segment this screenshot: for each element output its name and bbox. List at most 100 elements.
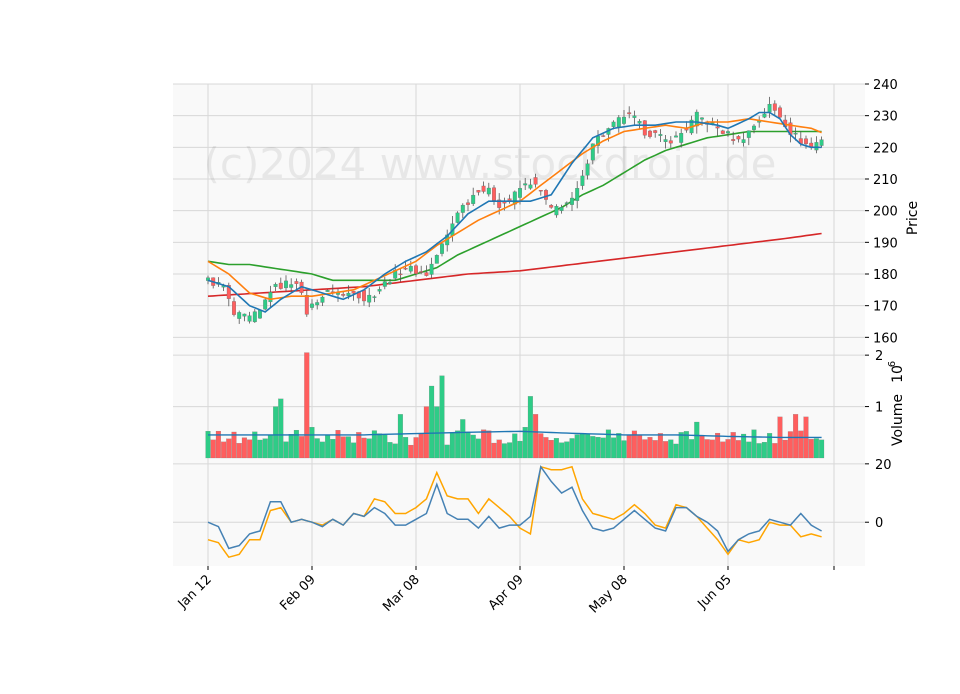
price-y-axis: 160 170 180 190 200 210 220 230 240 xyxy=(865,78,898,346)
candle-body xyxy=(767,103,772,113)
candle-body xyxy=(419,271,424,273)
candle-body xyxy=(632,115,637,118)
volume-bar xyxy=(720,441,726,459)
volume-bar xyxy=(470,434,476,459)
candle-body xyxy=(460,204,465,213)
volume-bar xyxy=(793,414,799,459)
volume-bar xyxy=(501,443,507,459)
date-tick-label: Feb 09 xyxy=(277,572,319,614)
price-tick-label: 240 xyxy=(873,78,898,93)
candle-body xyxy=(538,190,543,192)
candle-body xyxy=(247,315,252,322)
volume-bar xyxy=(553,438,559,459)
volume-bar xyxy=(413,437,419,459)
candle-body xyxy=(315,302,320,306)
candle-body xyxy=(793,133,798,135)
ma-slow-line xyxy=(207,130,822,282)
volume-bar xyxy=(247,439,253,459)
candle-body xyxy=(674,135,678,138)
candle-body xyxy=(304,295,309,315)
candle-body xyxy=(434,255,439,264)
volume-bar xyxy=(819,439,825,459)
volume-bar xyxy=(340,436,346,459)
price-panel-background xyxy=(173,84,865,350)
volume-bar xyxy=(455,430,461,459)
volume-bar xyxy=(621,440,627,459)
candle-body xyxy=(622,116,626,124)
date-tick-label: Jan 12 xyxy=(175,572,215,612)
volume-bar xyxy=(512,433,518,459)
volume-bar xyxy=(257,439,263,459)
candle-body xyxy=(414,265,418,274)
candle-body xyxy=(367,294,372,303)
price-tick-label: 180 xyxy=(873,268,898,283)
volume-bar xyxy=(798,430,804,459)
candle-body xyxy=(497,199,502,208)
candle-body xyxy=(346,292,351,296)
candle-body xyxy=(715,126,720,129)
candle-body xyxy=(471,194,476,204)
volume-bar xyxy=(397,414,403,459)
candle-body xyxy=(268,292,273,303)
candle-body xyxy=(492,187,496,201)
candle-body xyxy=(284,280,288,289)
volume-bar xyxy=(772,443,778,459)
volume-bar xyxy=(735,440,741,459)
candle-body xyxy=(466,202,470,205)
volume-bar xyxy=(704,439,710,459)
candle-body xyxy=(325,290,330,292)
candle-body xyxy=(616,117,621,128)
volume-bar xyxy=(616,433,622,459)
volume-bar xyxy=(408,444,414,459)
volume-bar xyxy=(382,434,388,459)
volume-bar xyxy=(439,375,445,459)
candle-body xyxy=(273,284,278,287)
candle-body xyxy=(814,142,819,151)
volume-bar xyxy=(678,432,684,459)
candle-body xyxy=(351,290,356,294)
volume-bar xyxy=(689,439,695,459)
volume-bar xyxy=(761,442,767,459)
candle-body xyxy=(549,205,554,208)
volume-bar xyxy=(226,438,232,459)
candle-body xyxy=(237,312,242,319)
candle-body xyxy=(424,272,429,276)
volume-bar xyxy=(642,439,648,459)
candle-body xyxy=(455,212,460,223)
volume-bar xyxy=(429,385,435,459)
candle-body xyxy=(762,113,767,118)
osc-tick-label: 0 xyxy=(875,516,883,531)
volume-bar xyxy=(366,438,372,459)
candle-body xyxy=(310,303,314,308)
volume-bar xyxy=(267,434,273,459)
date-tick-label: Apr 09 xyxy=(486,572,527,613)
volume-bar xyxy=(715,432,721,459)
volume-bar xyxy=(309,427,315,459)
volume-bar xyxy=(423,406,429,459)
volume-bar xyxy=(574,434,580,459)
volume-bar xyxy=(548,440,554,459)
volume-bar xyxy=(787,431,793,459)
candle-body xyxy=(554,206,559,216)
volume-tick-label: 1 xyxy=(875,401,883,416)
volume-bar xyxy=(444,444,450,459)
candle-body xyxy=(772,103,777,111)
candle-body xyxy=(320,296,325,303)
volume-bar xyxy=(252,431,258,459)
volume-panel-background xyxy=(173,350,865,458)
candle-body xyxy=(590,143,595,161)
candle-body xyxy=(819,139,824,146)
volume-bar xyxy=(611,437,617,459)
volume-bar xyxy=(683,431,689,459)
volume-bar xyxy=(403,437,409,459)
volume-bar xyxy=(210,439,216,459)
volume-bar xyxy=(273,406,279,459)
volume-bar xyxy=(631,430,637,459)
candle-body xyxy=(289,284,294,288)
price-tick-label: 220 xyxy=(873,141,898,156)
candle-body xyxy=(746,130,751,138)
volume-bar xyxy=(767,433,773,459)
candle-body xyxy=(694,111,699,127)
candle-body xyxy=(658,134,663,136)
